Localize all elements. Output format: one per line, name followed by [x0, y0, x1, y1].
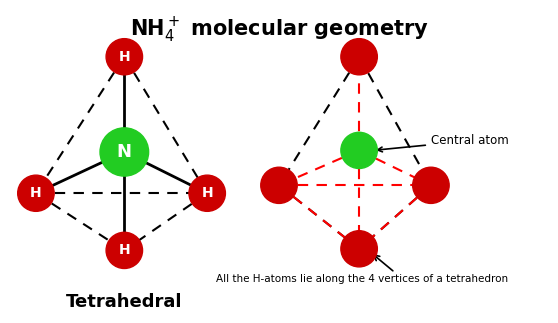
- Ellipse shape: [413, 167, 449, 203]
- Text: NH$_4^+$ molecular geometry: NH$_4^+$ molecular geometry: [129, 16, 429, 45]
- Ellipse shape: [341, 231, 377, 267]
- Text: H: H: [118, 244, 130, 257]
- Ellipse shape: [106, 39, 142, 75]
- Text: H: H: [118, 50, 130, 64]
- Text: Tetrahedral: Tetrahedral: [66, 293, 182, 311]
- Ellipse shape: [261, 167, 297, 203]
- Ellipse shape: [341, 132, 377, 169]
- Text: H: H: [201, 186, 213, 200]
- Text: All the H-atoms lie along the 4 vertices of a tetrahedron: All the H-atoms lie along the 4 vertices…: [216, 274, 508, 284]
- Ellipse shape: [100, 128, 148, 176]
- Text: Central atom: Central atom: [378, 134, 509, 152]
- Ellipse shape: [341, 39, 377, 75]
- Text: H: H: [30, 186, 42, 200]
- Text: N: N: [117, 143, 132, 161]
- Ellipse shape: [106, 232, 142, 268]
- Ellipse shape: [189, 175, 225, 211]
- Ellipse shape: [18, 175, 54, 211]
